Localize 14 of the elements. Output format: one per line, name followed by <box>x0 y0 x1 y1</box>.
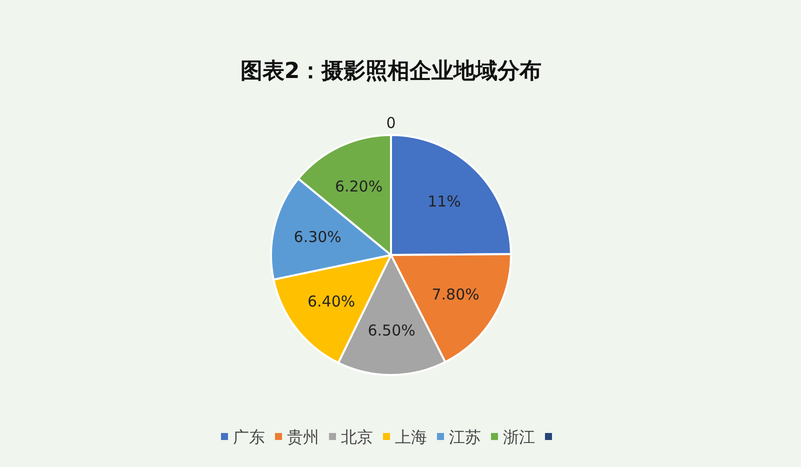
data-label: 6.50% <box>368 322 416 340</box>
legend-label: 北京 <box>341 428 373 446</box>
legend-label: 上海 <box>395 428 427 446</box>
legend-label: 浙江 <box>503 428 535 446</box>
data-label: 6.20% <box>334 178 383 196</box>
legend-label: 广东 <box>233 428 265 446</box>
data-label: 11% <box>428 192 461 210</box>
data-label: 6.30% <box>294 228 342 246</box>
data-label: 7.80% <box>432 285 480 304</box>
legend-label: 贵州 <box>287 428 319 446</box>
text: 0 <box>386 114 396 132</box>
chart-title: 图表2：摄影照相企业地域分布 <box>240 59 542 84</box>
legend-label: 江苏 <box>449 428 481 446</box>
data-label: 6.40% <box>307 292 356 310</box>
